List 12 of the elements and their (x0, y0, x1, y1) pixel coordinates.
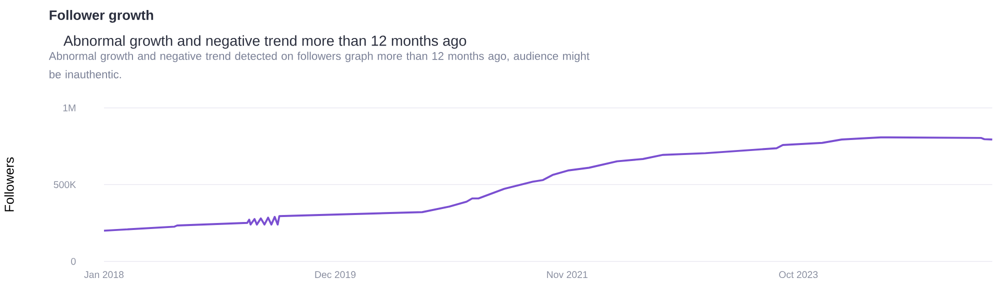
x-tick-label: Dec 2019 (315, 271, 356, 278)
y-tick-label: 500K (54, 181, 76, 188)
text: Abnormal growth and negative trend detected on followers graph more than 12 months ago, audience might be inauthentic. (48, 52, 590, 78)
chart-title: Follower growth (50, 10, 154, 23)
y-tick-label: 1M (63, 104, 76, 112)
x-tick-label: Jan 2018 (84, 271, 124, 278)
line-series (103, 136, 994, 232)
x-tick-label: Nov 2021 (547, 271, 588, 278)
chart-subtitle: Abnormal growth and negative trend more than 12 months ago (63, 35, 466, 49)
x-tick-label: Oct 2023 (779, 271, 818, 278)
y-tick-label: 0 (71, 258, 76, 265)
y-axis-title: Followers (4, 157, 14, 212)
